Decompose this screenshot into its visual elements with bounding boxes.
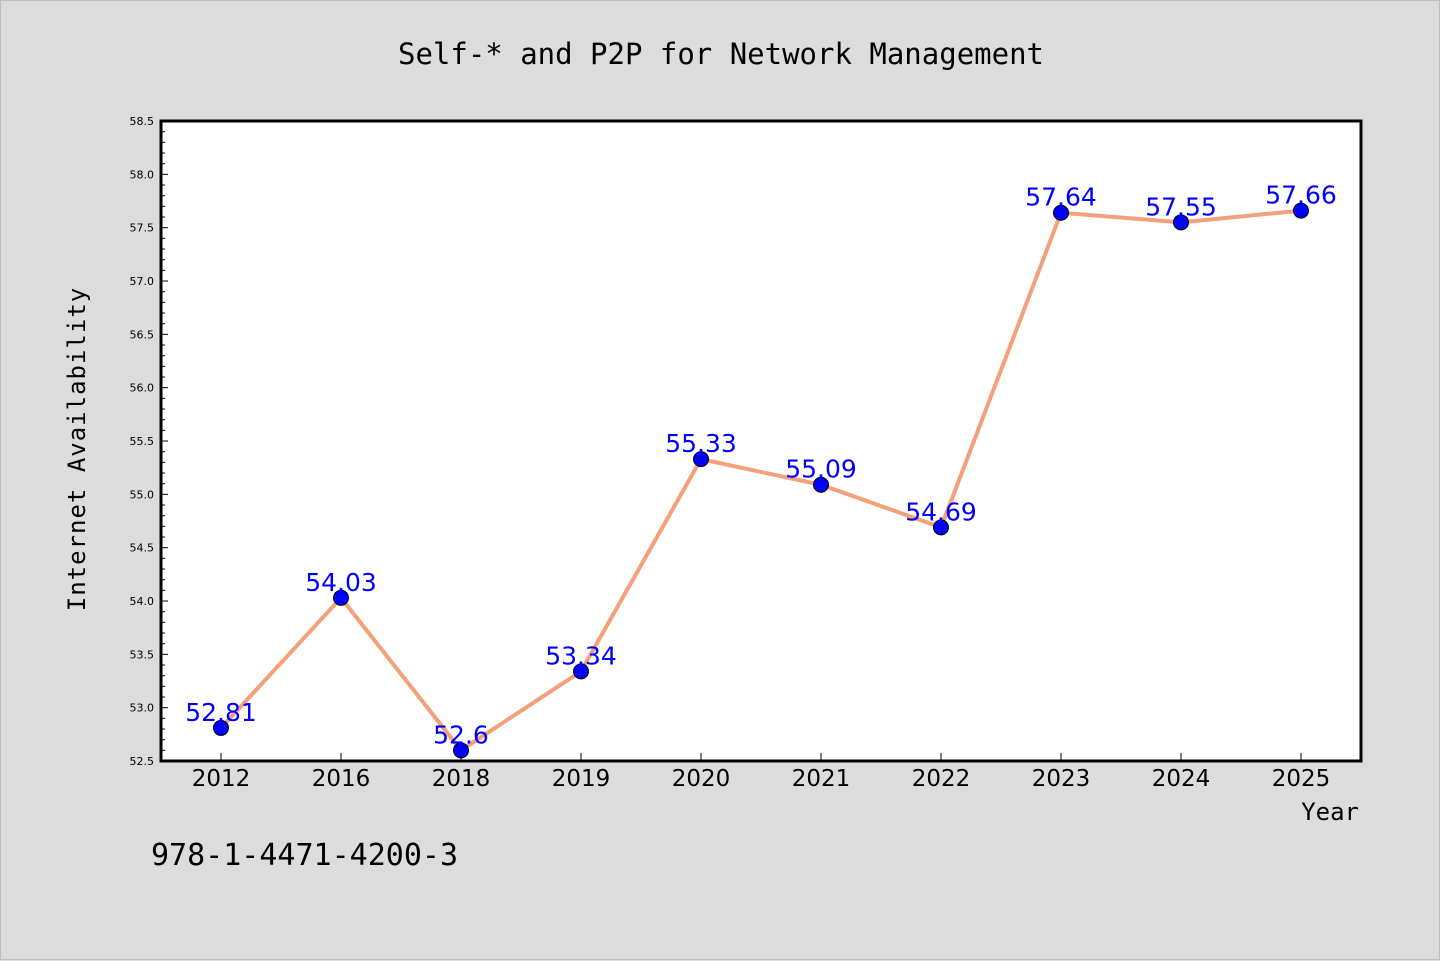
data-label: 57.55 — [1145, 192, 1217, 221]
data-label: 52.81 — [185, 698, 257, 727]
x-tick-label: 2023 — [1032, 766, 1091, 792]
data-label: 52.6 — [433, 720, 489, 749]
y-axis: 52.5 53.0 53.5 54.0 54.5 55.0 55.5 56.0 56.5 57.0… — [130, 115, 168, 768]
data-label: 57.64 — [1025, 183, 1097, 212]
y-tick-label: 55.0 — [130, 488, 155, 501]
data-point — [573, 663, 589, 680]
y-tick-label: 53.0 — [130, 702, 155, 715]
x-tick-label: 2019 — [552, 766, 611, 792]
y-tick-label: 58.5 — [130, 115, 155, 128]
x-tick-label: 2012 — [192, 766, 251, 792]
x-axis-label: Year — [1301, 798, 1359, 826]
x-axis: 2012 2016 2018 2019 2020 2021 2022 2023 2024 2025 — [192, 753, 1331, 792]
chart-title: Self-* and P2P for Network Management — [398, 37, 1044, 71]
series-line — [219, 208, 1302, 753]
data-point — [1293, 202, 1309, 219]
y-tick-label: 56.5 — [130, 328, 155, 341]
x-tick-label: 2025 — [1272, 766, 1331, 792]
x-tick-label: 2021 — [792, 766, 851, 792]
x-tick-label: 2022 — [912, 766, 971, 792]
data-label-layer: 52.81 54.03 52.6 53.34 55.33 55.09 54.69 57.64 5… — [185, 181, 1337, 750]
data-point — [333, 589, 349, 606]
x-tick-label: 2016 — [312, 766, 371, 792]
x-tick-label: 2018 — [432, 766, 491, 792]
x-tick-label: 2020 — [672, 766, 731, 792]
y-tick-label: 54.5 — [130, 542, 155, 555]
data-point — [213, 719, 229, 736]
y-tick-label: 56.0 — [130, 382, 155, 395]
x-tick-label: 2024 — [1152, 766, 1211, 792]
y-tick-label: 55.5 — [130, 435, 155, 448]
data-point — [1053, 204, 1069, 221]
data-point — [1173, 214, 1189, 231]
plot-area — [159, 119, 1363, 763]
y-axis-label: Internet Availability — [63, 287, 91, 611]
data-label: 53.34 — [545, 641, 617, 670]
data-point — [813, 476, 829, 493]
data-label: 54.69 — [905, 497, 977, 526]
data-label: 55.09 — [785, 455, 857, 484]
data-point — [453, 742, 469, 759]
y-tick-label: 58.0 — [130, 168, 155, 181]
isbn-footnote: 978-1-4471-4200-3 — [151, 838, 458, 873]
y-tick-label: 57.5 — [130, 222, 155, 235]
data-label: 55.33 — [665, 429, 737, 458]
y-tick-label: 57.0 — [130, 275, 155, 288]
data-point — [693, 451, 709, 468]
y-tick-label: 53.5 — [130, 648, 155, 661]
y-tick-label: 54.0 — [130, 595, 155, 608]
data-label: 57.66 — [1265, 181, 1337, 210]
data-point — [933, 519, 949, 536]
y-tick-label: 52.5 — [130, 755, 155, 768]
data-label: 54.03 — [305, 568, 377, 597]
series-layer — [213, 202, 1309, 759]
